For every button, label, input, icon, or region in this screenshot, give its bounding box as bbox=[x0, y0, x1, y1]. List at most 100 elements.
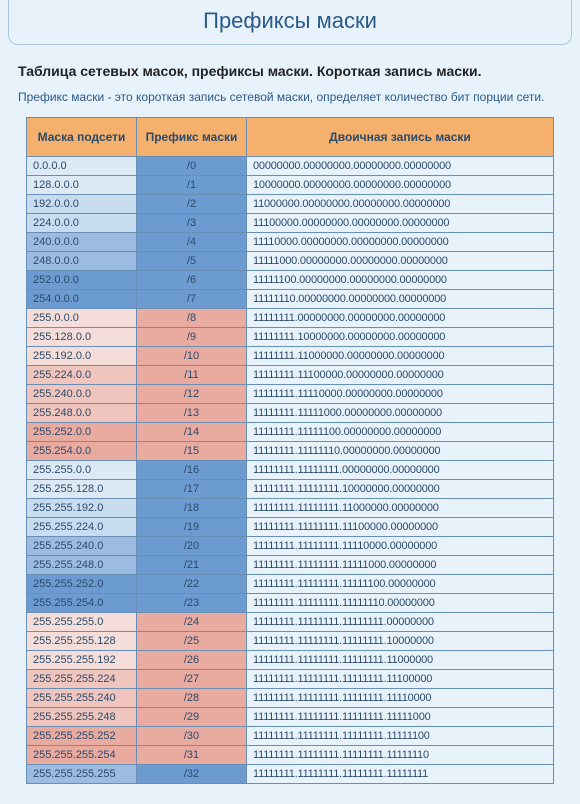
table-row: 248.0.0.0/511111000.00000000.00000000.00… bbox=[27, 252, 554, 271]
cell-prefix: /19 bbox=[137, 518, 247, 537]
table-row: 255.255.255.224/2711111111.11111111.1111… bbox=[27, 670, 554, 689]
table-row: 192.0.0.0/211000000.00000000.00000000.00… bbox=[27, 195, 554, 214]
cell-prefix: /29 bbox=[137, 708, 247, 727]
title-box: Префиксы маски bbox=[8, 0, 572, 45]
table-row: 255.128.0.0/911111111.10000000.00000000.… bbox=[27, 328, 554, 347]
cell-binary: 11111110.00000000.00000000.00000000 bbox=[247, 290, 554, 309]
table-row: 0.0.0.0/000000000.00000000.00000000.0000… bbox=[27, 157, 554, 176]
cell-mask: 255.0.0.0 bbox=[27, 309, 137, 328]
page-title: Префиксы маски bbox=[9, 8, 571, 34]
cell-mask: 255.255.255.240 bbox=[27, 689, 137, 708]
table-row: 255.255.252.0/2211111111.11111111.111111… bbox=[27, 575, 554, 594]
description-text: Префикс маски - это короткая запись сете… bbox=[18, 89, 562, 105]
cell-mask: 255.255.0.0 bbox=[27, 461, 137, 480]
cell-mask: 255.255.255.128 bbox=[27, 632, 137, 651]
cell-binary: 11111111.11111110.00000000.00000000 bbox=[247, 442, 554, 461]
cell-prefix: /32 bbox=[137, 765, 247, 784]
table-row: 128.0.0.0/110000000.00000000.00000000.00… bbox=[27, 176, 554, 195]
cell-mask: 255.255.255.0 bbox=[27, 613, 137, 632]
table-row: 255.224.0.0/1111111111.11100000.00000000… bbox=[27, 366, 554, 385]
table-row: 255.255.0.0/1611111111.11111111.00000000… bbox=[27, 461, 554, 480]
cell-binary: 11111111.00000000.00000000.00000000 bbox=[247, 309, 554, 328]
cell-prefix: /16 bbox=[137, 461, 247, 480]
table-wrapper: Маска подсети Префикс маски Двоичная зап… bbox=[18, 117, 562, 784]
table-header-row: Маска подсети Префикс маски Двоичная зап… bbox=[27, 118, 554, 157]
table-row: 255.254.0.0/1511111111.11111110.00000000… bbox=[27, 442, 554, 461]
cell-prefix: /0 bbox=[137, 157, 247, 176]
table-row: 255.255.255.248/2911111111.11111111.1111… bbox=[27, 708, 554, 727]
table-row: 240.0.0.0/411110000.00000000.00000000.00… bbox=[27, 233, 554, 252]
cell-mask: 255.255.192.0 bbox=[27, 499, 137, 518]
cell-prefix: /1 bbox=[137, 176, 247, 195]
table-row: 255.255.224.0/1911111111.11111111.111000… bbox=[27, 518, 554, 537]
cell-binary: 11111111.11111100.00000000.00000000 bbox=[247, 423, 554, 442]
cell-binary: 11111000.00000000.00000000.00000000 bbox=[247, 252, 554, 271]
cell-prefix: /14 bbox=[137, 423, 247, 442]
cell-binary: 11111111.11111111.11111111.11111100 bbox=[247, 727, 554, 746]
cell-binary: 11111111.11111111.10000000.00000000 bbox=[247, 480, 554, 499]
cell-binary: 11111111.11111111.00000000.00000000 bbox=[247, 461, 554, 480]
table-row: 255.255.255.255/3211111111.11111111.1111… bbox=[27, 765, 554, 784]
cell-binary: 11111111.11110000.00000000.00000000 bbox=[247, 385, 554, 404]
cell-binary: 11111111.11111111.11111111.11111110 bbox=[247, 746, 554, 765]
cell-prefix: /15 bbox=[137, 442, 247, 461]
cell-binary: 11111111.11111111.11111110.00000000 bbox=[247, 594, 554, 613]
cell-prefix: /9 bbox=[137, 328, 247, 347]
cell-prefix: /28 bbox=[137, 689, 247, 708]
cell-mask: 255.255.128.0 bbox=[27, 480, 137, 499]
table-row: 255.255.255.252/3011111111.11111111.1111… bbox=[27, 727, 554, 746]
table-row: 255.0.0.0/811111111.00000000.00000000.00… bbox=[27, 309, 554, 328]
cell-mask: 0.0.0.0 bbox=[27, 157, 137, 176]
netmask-table: Маска подсети Префикс маски Двоичная зап… bbox=[26, 117, 554, 784]
cell-mask: 224.0.0.0 bbox=[27, 214, 137, 233]
cell-mask: 255.224.0.0 bbox=[27, 366, 137, 385]
cell-prefix: /10 bbox=[137, 347, 247, 366]
cell-mask: 255.255.252.0 bbox=[27, 575, 137, 594]
cell-mask: 255.192.0.0 bbox=[27, 347, 137, 366]
cell-prefix: /30 bbox=[137, 727, 247, 746]
table-row: 255.192.0.0/1011111111.11000000.00000000… bbox=[27, 347, 554, 366]
cell-prefix: /31 bbox=[137, 746, 247, 765]
cell-binary: 11110000.00000000.00000000.00000000 bbox=[247, 233, 554, 252]
cell-binary: 11111100.00000000.00000000.00000000 bbox=[247, 271, 554, 290]
cell-binary: 11100000.00000000.00000000.00000000 bbox=[247, 214, 554, 233]
table-row: 255.240.0.0/1211111111.11110000.00000000… bbox=[27, 385, 554, 404]
cell-prefix: /17 bbox=[137, 480, 247, 499]
table-row: 255.255.254.0/2311111111.11111111.111111… bbox=[27, 594, 554, 613]
table-row: 255.255.128.0/1711111111.11111111.100000… bbox=[27, 480, 554, 499]
cell-mask: 240.0.0.0 bbox=[27, 233, 137, 252]
cell-mask: 255.255.255.254 bbox=[27, 746, 137, 765]
table-row: 255.252.0.0/1411111111.11111100.00000000… bbox=[27, 423, 554, 442]
table-row: 255.255.255.254/3111111111.11111111.1111… bbox=[27, 746, 554, 765]
cell-prefix: /3 bbox=[137, 214, 247, 233]
table-row: 252.0.0.0/611111100.00000000.00000000.00… bbox=[27, 271, 554, 290]
cell-prefix: /22 bbox=[137, 575, 247, 594]
cell-prefix: /2 bbox=[137, 195, 247, 214]
cell-binary: 00000000.00000000.00000000.00000000 bbox=[247, 157, 554, 176]
cell-prefix: /8 bbox=[137, 309, 247, 328]
cell-binary: 11111111.11111111.11000000.00000000 bbox=[247, 499, 554, 518]
cell-binary: 11111111.11111111.11110000.00000000 bbox=[247, 537, 554, 556]
cell-binary: 11111111.11111111.11111000.00000000 bbox=[247, 556, 554, 575]
col-header-binary: Двоичная запись маски bbox=[247, 118, 554, 157]
cell-mask: 255.254.0.0 bbox=[27, 442, 137, 461]
cell-prefix: /21 bbox=[137, 556, 247, 575]
cell-binary: 11111111.11000000.00000000.00000000 bbox=[247, 347, 554, 366]
cell-mask: 255.255.240.0 bbox=[27, 537, 137, 556]
cell-mask: 255.128.0.0 bbox=[27, 328, 137, 347]
table-row: 255.255.255.0/2411111111.11111111.111111… bbox=[27, 613, 554, 632]
cell-prefix: /18 bbox=[137, 499, 247, 518]
cell-mask: 255.255.255.255 bbox=[27, 765, 137, 784]
page-root: Префиксы маски Таблица сетевых масок, пр… bbox=[0, 0, 580, 804]
cell-prefix: /20 bbox=[137, 537, 247, 556]
cell-mask: 128.0.0.0 bbox=[27, 176, 137, 195]
cell-mask: 255.255.248.0 bbox=[27, 556, 137, 575]
cell-binary: 11111111.11111111.11111111.11111111 bbox=[247, 765, 554, 784]
cell-binary: 11111111.11111000.00000000.00000000 bbox=[247, 404, 554, 423]
subtitle: Таблица сетевых масок, префиксы маски. К… bbox=[18, 63, 562, 79]
cell-mask: 254.0.0.0 bbox=[27, 290, 137, 309]
cell-mask: 192.0.0.0 bbox=[27, 195, 137, 214]
cell-binary: 11111111.11111111.11111111.11000000 bbox=[247, 651, 554, 670]
cell-prefix: /13 bbox=[137, 404, 247, 423]
cell-mask: 252.0.0.0 bbox=[27, 271, 137, 290]
